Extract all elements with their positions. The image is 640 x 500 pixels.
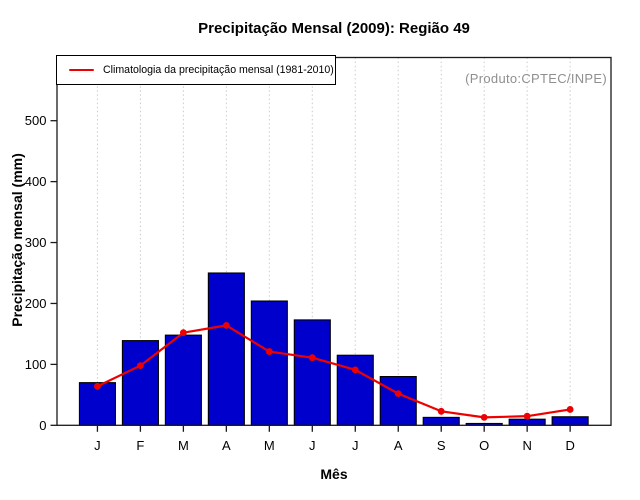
x-tick-label-4: M (264, 438, 275, 453)
y-tick-label-300: 300 (25, 235, 47, 250)
legend-line-icon (69, 68, 94, 72)
climatology-point-3 (222, 321, 230, 329)
x-axis-label: Mês (320, 466, 348, 482)
climatology-point-10 (523, 412, 531, 420)
y-axis-label: Precipitação mensal (mm) (9, 153, 25, 327)
climatology-line (96, 324, 572, 419)
legend-item-label: Climatologia da precipitação mensal (198… (103, 64, 334, 76)
climatology-point-6 (351, 366, 359, 374)
bar-N-10 (508, 418, 546, 426)
climatology-point-2 (179, 329, 187, 337)
x-tick-label-11: D (565, 438, 574, 453)
x-tick-label-10: N (522, 438, 531, 453)
x-tick-label-6: J (352, 438, 359, 453)
climatology-point-0 (94, 382, 101, 390)
climatology-line-series (94, 321, 574, 421)
climatology-point-5 (308, 354, 316, 362)
x-tick-label-1: F (136, 438, 144, 453)
climatology-point-9 (480, 413, 488, 421)
climatology-point-4 (265, 348, 273, 355)
bar-series (78, 272, 589, 426)
climatology-point-11 (566, 406, 574, 413)
bar-M-2 (164, 334, 202, 426)
chart-title: Precipitação Mensal (2009): Região 49 (198, 20, 470, 37)
x-tick-label-2: M (178, 438, 189, 453)
bar-A-3 (207, 272, 245, 426)
y-tick-label-200: 200 (25, 296, 47, 311)
bar-S-8 (422, 416, 460, 426)
x-tick-label-8: S (437, 438, 446, 453)
climatology-point-7 (394, 390, 402, 398)
climatology-point-8 (437, 407, 445, 415)
bar-F-1 (121, 340, 159, 426)
x-tick-label-7: A (394, 438, 403, 453)
bar-J-0 (78, 382, 116, 426)
bar-M-4 (250, 300, 288, 426)
bar-J-5 (293, 319, 331, 426)
x-tick-label-5: J (309, 438, 316, 453)
x-tick-label-9: O (479, 438, 489, 453)
y-tick-label-400: 400 (25, 174, 47, 189)
bar-A-7 (379, 376, 417, 426)
bar-D-11 (551, 416, 589, 426)
source-note: (Produto:CPTEC/INPE) (465, 71, 607, 86)
y-tick-label-0: 0 (39, 418, 46, 433)
x-tick-label-3: A (222, 438, 231, 453)
y-tick-label-500: 500 (25, 113, 47, 128)
legend: Climatologia da precipitação mensal (198… (56, 55, 336, 85)
climatology-point-1 (137, 362, 144, 369)
y-tick-label-100: 100 (25, 357, 47, 372)
x-tick-label-0: J (94, 438, 101, 453)
